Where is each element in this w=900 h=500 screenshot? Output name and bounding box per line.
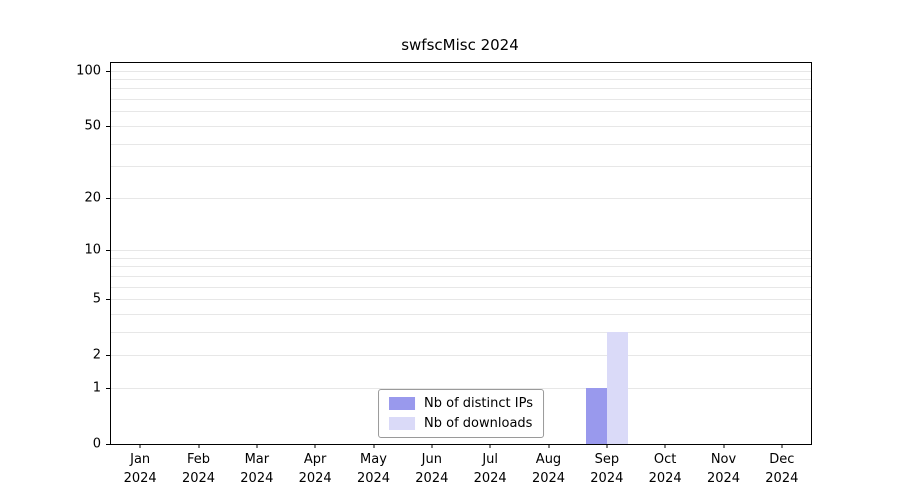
legend-label-downloads: Nb of downloads (424, 416, 533, 431)
legend-item: Nb of distinct IPs (389, 396, 533, 411)
x-tick-label: Mar 2024 (240, 452, 274, 486)
legend-swatch-distinct-ips (389, 397, 416, 410)
chart-title: swfscMisc 2024 (401, 36, 519, 54)
y-tick-mark (106, 444, 111, 445)
x-tick-mark (606, 444, 608, 448)
gridline (111, 70, 811, 72)
gridline (111, 313, 811, 315)
gridline (111, 275, 811, 277)
y-tick-label: 0 (92, 436, 101, 452)
gridline (111, 111, 811, 113)
x-tick-label: Apr 2024 (298, 452, 332, 486)
gridline (111, 79, 811, 81)
gridline (111, 266, 811, 268)
y-tick-label: 100 (76, 63, 101, 79)
x-tick-label: Sep 2024 (590, 452, 624, 486)
gridline (111, 250, 811, 251)
x-tick-mark (723, 444, 724, 448)
bar-distinct-ips (585, 387, 607, 444)
gridline (111, 257, 811, 259)
y-tick-mark (106, 250, 111, 251)
y-tick-mark (106, 299, 111, 301)
gridline (111, 166, 811, 168)
x-tick-label: Oct 2024 (648, 452, 682, 486)
gridline (111, 387, 811, 389)
y-tick-label: 10 (84, 242, 101, 258)
x-tick-mark (139, 444, 141, 448)
gridline (111, 125, 811, 127)
y-tick-mark (106, 355, 111, 357)
x-tick-mark (431, 444, 433, 448)
plot-area: Nb of distinct IPs Nb of downloads 0 1 2 5 1… (76, 62, 812, 486)
y-tick-mark (106, 70, 111, 72)
gridline (111, 299, 811, 301)
x-tick-mark (373, 444, 374, 448)
y-tick-label: 2 (92, 347, 101, 363)
y-tick-mark (106, 197, 111, 199)
x-tick-label: Dec 2024 (765, 452, 799, 486)
legend-label-distinct-ips: Nb of distinct IPs (424, 396, 533, 411)
y-tick-label: 1 (92, 380, 101, 396)
gridline (111, 143, 811, 145)
x-tick-mark (548, 444, 549, 448)
x-tick-mark (256, 444, 258, 448)
x-tick-mark (198, 444, 199, 448)
x-tick-label: Jan 2024 (123, 452, 157, 486)
bar-downloads (606, 331, 628, 444)
x-tick-label: Feb 2024 (181, 452, 216, 486)
y-tick-mark (106, 387, 111, 389)
legend-item: Nb of downloads (389, 416, 533, 431)
x-tick-mark (781, 444, 783, 448)
legend: Nb of distinct IPs Nb of downloads (378, 389, 544, 438)
gridline (111, 331, 811, 333)
legend-swatch-downloads (389, 417, 416, 430)
y-tick-label: 50 (84, 118, 101, 134)
y-tick-mark (106, 125, 111, 127)
x-tick-label: May 2024 (356, 452, 391, 486)
y-tick-label: 5 (92, 291, 101, 307)
x-tick-label: Nov 2024 (706, 452, 741, 486)
x-tick-mark (489, 444, 491, 448)
x-tick-mark (664, 444, 666, 448)
x-tick-label: Jun 2024 (415, 452, 449, 486)
gridline (111, 355, 811, 357)
x-tick-label: Aug 2024 (531, 452, 566, 486)
gridline (111, 197, 811, 199)
gridline (111, 88, 811, 90)
x-tick-label: Jul 2024 (473, 452, 507, 486)
x-tick-mark (314, 444, 316, 448)
gridline (111, 286, 811, 288)
gridline (111, 99, 811, 101)
y-tick-label: 20 (84, 190, 101, 206)
